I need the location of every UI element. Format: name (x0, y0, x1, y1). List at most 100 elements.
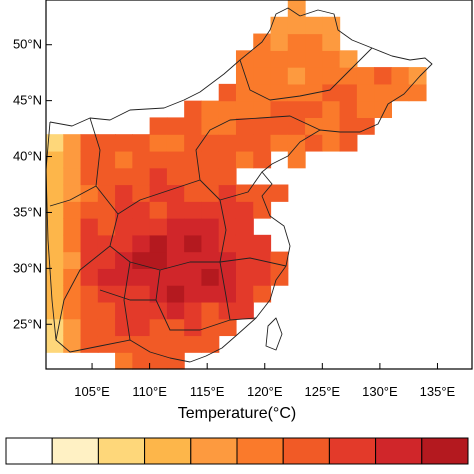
grid-cell (115, 301, 133, 320)
grid-cell (305, 134, 323, 152)
grid-cell (253, 67, 272, 85)
lat-tick-label: 30°N (13, 260, 42, 275)
grid-cell (63, 318, 82, 337)
grid-cell (149, 167, 168, 186)
grid-cell (97, 134, 116, 152)
grid-cell (166, 285, 185, 303)
grid-cell (253, 234, 272, 253)
grid-cell (97, 201, 116, 219)
grid-cell (322, 100, 341, 119)
grid-cell (63, 184, 82, 202)
grid-cell (253, 134, 272, 152)
grid-cell (201, 218, 220, 236)
grid-cell (235, 234, 254, 253)
grid-cell (46, 167, 64, 186)
province-line (195, 115, 321, 181)
grid-cell (270, 134, 289, 152)
colorbar-swatch (375, 437, 423, 465)
grid-cell (97, 268, 116, 286)
grid-cell (201, 251, 220, 269)
grid-cell (63, 285, 82, 303)
grid-cell (80, 318, 99, 337)
grid-cell (166, 218, 185, 236)
grid-cell (322, 16, 341, 35)
grid-cell (253, 268, 272, 286)
grid-cell (201, 234, 220, 253)
grid-cell (149, 117, 168, 135)
lon-tick-label: 130°E (362, 384, 398, 399)
grid-cell (201, 167, 220, 186)
grid-cell (270, 117, 289, 135)
colorbar-swatch (421, 437, 469, 465)
grid-cell (166, 167, 185, 186)
grid-cell (270, 33, 289, 51)
grid-cell (270, 83, 289, 102)
grid-cell (149, 251, 168, 269)
grid-cell (235, 285, 254, 303)
grid-cell (63, 251, 82, 269)
grid-cell (287, 134, 306, 152)
grid-cell (166, 268, 185, 286)
grid-cell (356, 100, 375, 119)
colorbar-swatch (144, 437, 192, 465)
grid-cell (149, 201, 168, 219)
lon-tick-label: 105°E (74, 384, 110, 399)
grid-cell (356, 117, 375, 135)
grid-cell (63, 335, 82, 353)
grid-cell (97, 285, 116, 303)
lat-tick-label: 45°N (13, 93, 42, 108)
grid-cell (253, 285, 272, 303)
lon-tick-label: 115°E (190, 384, 225, 399)
grid-cell (235, 50, 254, 68)
grid-cell (374, 67, 393, 85)
grid-cell (184, 268, 203, 286)
grid-cell (270, 184, 289, 202)
grid-cell (184, 100, 203, 119)
grid-cell (115, 134, 133, 152)
grid-cell (132, 251, 151, 269)
grid-cell (218, 234, 237, 253)
grid-cell (80, 335, 99, 353)
grid-cell (80, 150, 99, 169)
grid-cell (253, 50, 272, 68)
grid-cell (63, 301, 82, 320)
grid-cell (115, 218, 133, 236)
grid-cell (235, 301, 254, 320)
grid-cell (97, 218, 116, 236)
border-west (45, 121, 191, 363)
grid-cell (149, 352, 168, 370)
grid-cell (132, 318, 151, 337)
grid-cell (184, 285, 203, 303)
grid-cell (287, 83, 306, 102)
island-taiwan (265, 317, 283, 351)
grid-cell (63, 167, 82, 186)
grid-cell (46, 301, 64, 320)
grid-cell (132, 201, 151, 219)
grid-cell (184, 218, 203, 236)
grid-cell (218, 134, 237, 152)
grid-cell (80, 201, 99, 219)
grid-cell (166, 335, 185, 353)
grid-cell (115, 184, 133, 202)
grid-cell (63, 150, 82, 169)
grid-cell (235, 251, 254, 269)
grid-cell (184, 251, 203, 269)
grid-cell (253, 150, 272, 169)
coastline (189, 9, 433, 363)
grid-cell (132, 352, 151, 370)
grid-cell (218, 201, 237, 219)
temperature-grid (46, 0, 427, 370)
grid-cell (132, 134, 151, 152)
grid-cell (80, 167, 99, 186)
lon-tick-label: 125°E (305, 384, 341, 399)
grid-cell (218, 251, 237, 269)
grid-cell (218, 301, 237, 320)
grid-cell (235, 201, 254, 219)
grid-cell (166, 134, 185, 152)
colorbar-swatch (97, 437, 146, 465)
grid-cell (201, 335, 220, 353)
grid-cell (46, 134, 64, 152)
grid-cell (97, 301, 116, 320)
grid-cell (201, 301, 220, 320)
grid-cell (339, 134, 358, 152)
